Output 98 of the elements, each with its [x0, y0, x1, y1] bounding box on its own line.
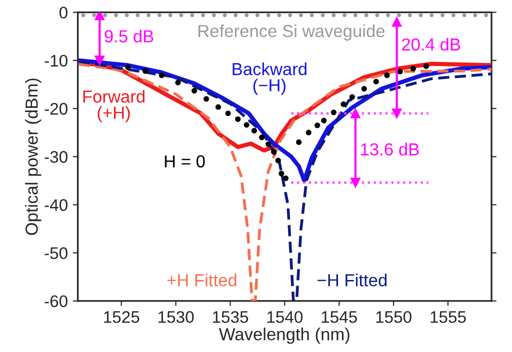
point — [275, 158, 281, 164]
annotation: 20.4 dB — [402, 38, 460, 51]
point — [212, 13, 216, 18]
y-tick-label: -30 — [44, 151, 68, 163]
point — [146, 13, 151, 18]
point — [282, 176, 289, 182]
series-label: +H Fitted — [167, 274, 236, 286]
point — [330, 110, 336, 116]
point — [94, 56, 104, 66]
point — [310, 13, 314, 18]
point — [384, 72, 390, 78]
x-tick-label: 1530 — [158, 311, 194, 323]
point — [222, 13, 227, 18]
annotation: 13.6 dB — [361, 142, 419, 156]
point — [142, 68, 148, 74]
y-tick-label: -40 — [44, 199, 68, 211]
point — [353, 13, 358, 18]
point — [192, 88, 198, 94]
point — [321, 118, 327, 124]
annotation: 9.5 dB — [104, 30, 154, 42]
point — [349, 94, 355, 100]
point — [473, 13, 478, 18]
point — [288, 13, 292, 18]
y-tick-label: -20 — [44, 102, 68, 115]
x-tick-label: 1550 — [376, 311, 412, 323]
point — [266, 141, 272, 147]
point — [81, 13, 86, 18]
point — [386, 13, 390, 18]
point — [373, 78, 379, 84]
point — [342, 13, 347, 18]
point — [392, 108, 402, 118]
point — [350, 178, 360, 188]
point — [392, 17, 402, 27]
point — [103, 13, 108, 18]
point — [320, 13, 325, 18]
x-tick-label: 1535 — [212, 311, 248, 323]
point — [340, 101, 346, 107]
point — [375, 13, 380, 18]
point — [190, 13, 194, 18]
point — [92, 13, 96, 18]
point — [175, 80, 181, 86]
y-tick-label: -60 — [44, 295, 68, 308]
point — [255, 13, 260, 18]
point — [158, 72, 164, 78]
point — [484, 13, 488, 18]
point — [296, 139, 302, 145]
point — [168, 13, 172, 18]
point — [410, 66, 416, 72]
point — [266, 13, 270, 18]
series-label: Forward (+H) — [83, 90, 144, 122]
point — [114, 13, 118, 18]
point — [397, 13, 401, 18]
point — [259, 134, 265, 140]
point — [361, 86, 367, 92]
series-label: Reference Si waveguide — [198, 24, 385, 41]
point — [204, 96, 210, 102]
point — [278, 170, 284, 176]
point — [332, 13, 336, 18]
point — [418, 13, 423, 18]
point — [179, 13, 184, 18]
point — [451, 13, 456, 18]
point — [244, 13, 249, 18]
point — [423, 63, 429, 69]
point — [350, 108, 360, 118]
x-tick-label: 1525 — [104, 311, 140, 323]
point — [234, 13, 238, 18]
point — [158, 13, 162, 18]
series-label: −H Fitted — [318, 274, 387, 286]
series-label: Backward (−H) — [232, 62, 306, 95]
point — [225, 110, 231, 116]
x-tick-label: 1555 — [430, 311, 466, 323]
point — [235, 116, 241, 122]
point — [408, 13, 412, 18]
y-tick-label: -10 — [44, 54, 68, 67]
x-axis-title: Wavelength (nm) — [218, 328, 350, 344]
point — [244, 122, 250, 128]
point — [124, 13, 129, 18]
point — [136, 13, 140, 18]
point — [201, 13, 205, 18]
point — [430, 13, 434, 18]
x-tick-label: 1540 — [267, 311, 303, 323]
point — [94, 12, 104, 20]
point — [440, 13, 444, 18]
point — [277, 13, 282, 18]
point — [215, 104, 222, 110]
point — [271, 149, 277, 155]
y-tick-label: -50 — [44, 247, 68, 260]
point — [251, 128, 257, 134]
x-tick-label: 1545 — [322, 311, 357, 323]
y-axis-title: Optical power (dBm) — [25, 78, 42, 235]
y-tick-label: 0 — [59, 6, 68, 19]
point — [364, 13, 368, 18]
text: H = 0 — [164, 155, 205, 168]
point — [299, 13, 303, 18]
point — [306, 130, 312, 136]
point — [125, 64, 131, 70]
point — [314, 122, 320, 128]
point — [462, 13, 466, 18]
